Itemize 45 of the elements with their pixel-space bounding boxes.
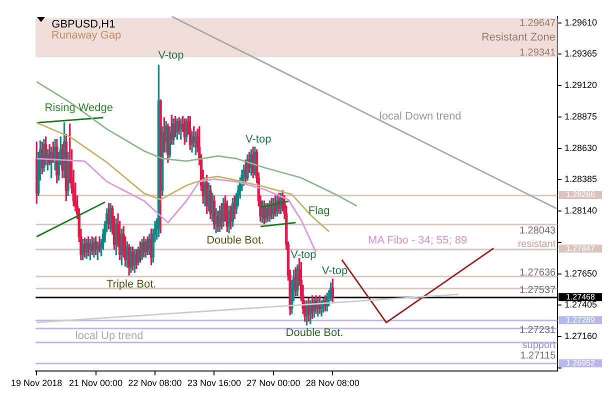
x-tick-label: 23 Nov 16:00 [187, 378, 241, 388]
ref-line-label: 1.26952 [566, 358, 596, 368]
x-tick-label: 28 Nov 08:00 [306, 378, 360, 388]
chart-title: GBPUSD,H1 [52, 18, 116, 30]
annotation: V-top [158, 50, 184, 62]
annotation: V-top [246, 133, 272, 146]
annotation: 1.28043 [519, 226, 556, 237]
annotation: local Up trend [75, 330, 144, 342]
x-tick-label: 19 Nov 2018 [11, 378, 62, 388]
annotation: 1.27636 [519, 268, 556, 279]
ref-line-label: 1.27468 [566, 292, 596, 302]
annotation: V-top [322, 265, 348, 278]
annotation: Flag [308, 205, 330, 217]
y-tick-label: 1.27160 [564, 331, 598, 342]
x-tick-label: 21 Nov 00:00 [69, 378, 123, 388]
annotation: local Down trend [379, 110, 462, 123]
annotation: 1.29341 [519, 47, 556, 58]
annotation: 1.29647 [519, 18, 556, 29]
y-tick-label: 1.28630 [564, 142, 598, 153]
x-tick-label: 22 Nov 08:00 [128, 378, 182, 388]
annotation: V-top [290, 248, 316, 261]
annotation: Double Bot. [286, 327, 344, 340]
annotation: Runaway Gap [51, 30, 122, 42]
annotation: Triple Bot. [106, 278, 156, 290]
x-tick-label: 27 Nov 00:00 [246, 378, 300, 388]
y-tick-label: 1.28385 [564, 174, 598, 184]
y-tick-label: 1.27650 [564, 268, 598, 278]
annotation: support [522, 340, 556, 352]
y-tick-label: 1.27405 [564, 300, 598, 310]
annotation: MA Fibo - 34; 55; 89 [368, 234, 468, 247]
y-tick-label: 1.28140 [564, 206, 598, 216]
ref-line-label: 1.27289 [566, 315, 596, 324]
band-label: Resistant Zone [481, 32, 556, 44]
annotation: 1.27115 [520, 350, 556, 362]
annotation: 1.27537 [519, 284, 556, 296]
ref-line-label: 1.27847 [566, 244, 596, 253]
annotation: Double Bot. [206, 234, 264, 247]
y-tick-label: 1.28875 [564, 111, 598, 122]
ref-line-label: 1.28266 [566, 190, 596, 200]
y-tick-label: 1.29120 [564, 80, 598, 90]
annotation: resistant [518, 239, 556, 250]
annotation: 1.27231 [519, 324, 556, 336]
annotation: Rising Wedge [44, 102, 114, 114]
y-tick-label: 1.29610 [564, 17, 598, 28]
y-tick-label: 1.29365 [564, 48, 598, 59]
